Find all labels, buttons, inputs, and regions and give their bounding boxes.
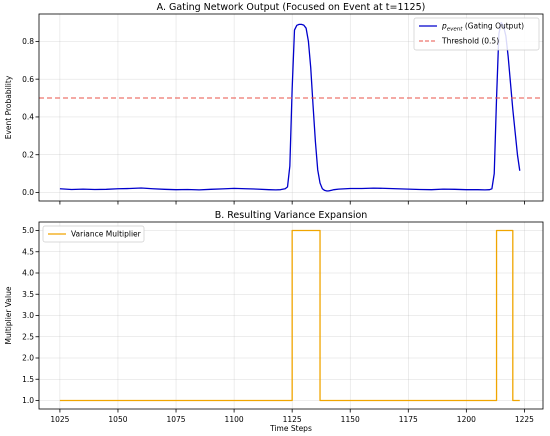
y-tick-label-8: 5.0 [22,226,34,235]
series-group [59,229,520,402]
y-axis-label: Multiplier Value [4,286,13,344]
y-tick-label-2: 2.0 [22,354,34,363]
series-group [39,21,543,192]
x-tick-label-0: 1025 [50,415,69,424]
chart-panel-0: 0.0 0.2 0.4 0.6 0.8 A. Gating Network Output … [4,2,544,205]
chart-title: A. Gating Network Output (Focused on Eve… [157,2,426,13]
x-tick-label-6: 1175 [399,415,418,424]
y-tick-label-5: 3.5 [22,290,34,299]
legend-label-sub: event [447,27,464,33]
x-tick-label-8: 1225 [515,415,534,424]
y-tick-label-4: 3.0 [22,311,34,320]
y-tick-label-3: 0.6 [22,75,34,84]
legend-label-1: Threshold (0.5) [441,37,499,46]
axes-frame [38,13,544,202]
y-tick-label-3: 2.5 [22,332,34,341]
legend-box [42,225,145,243]
x-axis-label: Time Steps [269,424,312,433]
y-tick-label-6: 4.0 [22,269,34,278]
series-line-0 [59,229,520,402]
legend-label-0: pevent (Gating Output) [441,22,524,33]
legend: Variance Multiplier [42,225,145,243]
legend: pevent (Gating Output) Threshold (0.5) [413,17,540,51]
y-tick-label-2: 0.4 [22,113,34,122]
x-tick-label-4: 1125 [283,415,302,424]
x-tick-label-7: 1200 [457,415,476,424]
legend-label-rest: (Gating Output) [462,22,524,31]
y-axis-label: Event Probability [4,75,13,139]
legend-label-main: p [441,22,447,31]
legend-box [413,17,540,51]
x-tick-label-5: 1150 [341,415,360,424]
y-tick-label-4: 0.8 [22,37,34,46]
x-tick-label-1: 1050 [108,415,127,424]
y-tick-label-7: 4.5 [22,247,34,256]
y-tick-label-0: 1.0 [22,396,34,405]
series-line-0 [59,21,521,192]
chart-panel-1: 1025 1050 1075 1100 1125 1150 1175 1200 1225 1.0 1… [4,210,544,433]
y-tick-label-1: 1.5 [22,375,34,384]
chart-title: B. Resulting Variance Expansion [215,210,368,221]
x-tick-label-3: 1100 [225,415,244,424]
y-tick-label-0: 0.0 [22,188,34,197]
x-tick-label-2: 1075 [166,415,185,424]
y-tick-label-1: 0.2 [22,150,34,159]
legend-label-0: Variance Multiplier [71,230,142,239]
